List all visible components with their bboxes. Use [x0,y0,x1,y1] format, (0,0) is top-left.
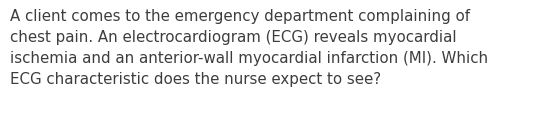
Text: A client comes to the emergency department complaining of
chest pain. An electro: A client comes to the emergency departme… [10,9,488,87]
